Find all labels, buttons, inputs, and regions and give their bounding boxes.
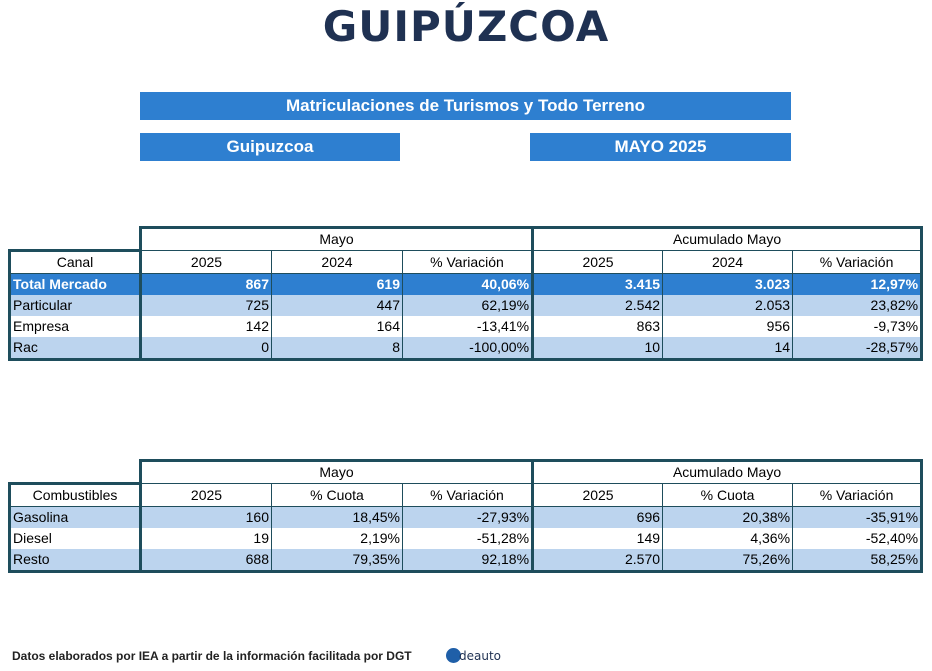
cell: 160 (140, 506, 272, 528)
cell: 12,97% (792, 273, 924, 295)
cell: 2.542 (532, 295, 664, 316)
col-header: 2025 (532, 250, 664, 274)
ideauto-logo: deauto (446, 645, 516, 667)
cell: -9,73% (792, 316, 924, 337)
cell: 0 (140, 337, 272, 361)
cell: -35,91% (792, 506, 924, 528)
cell: 142 (140, 316, 272, 337)
cell: 40,06% (402, 273, 535, 295)
cell: -13,41% (402, 316, 535, 337)
col-header: % Variación (792, 250, 924, 274)
table-row: Rac 0 8 -100,00% 10 14 -28,57% (8, 337, 924, 361)
cell: 20,38% (662, 506, 794, 528)
col-header: % Variación (401, 483, 535, 507)
cell: -100,00% (402, 337, 535, 361)
cell: 14 (662, 337, 794, 361)
cell: 447 (271, 295, 403, 316)
cell: -27,93% (402, 506, 535, 528)
row-label: Empresa (8, 316, 142, 337)
cell: 19 (140, 528, 272, 549)
col-header: 2025 (139, 250, 272, 274)
cell: 867 (140, 273, 272, 295)
col-header: % Variación (792, 483, 924, 507)
group-acumulado: Acumulado Mayo (531, 459, 924, 484)
cell: 956 (662, 316, 794, 337)
group-mayo: Mayo (138, 226, 535, 251)
cell: 2.053 (662, 295, 794, 316)
cell: 2.570 (532, 549, 664, 573)
table-row: Gasolina 160 18,45% -27,93% 696 20,38% -… (8, 506, 924, 528)
cell: 18,45% (271, 506, 403, 528)
row-label: Rac (8, 337, 142, 361)
cell: 3.023 (662, 273, 794, 295)
col-header: 2025 (532, 483, 664, 507)
col-header: % Cuota (271, 483, 403, 507)
cell: 79,35% (271, 549, 403, 573)
table-row: Diesel 19 2,19% -51,28% 149 4,36% -52,40… (8, 528, 924, 549)
region-banner: Guipuzcoa (140, 133, 400, 161)
cell: 92,18% (402, 549, 535, 573)
cell: 863 (532, 316, 664, 337)
cell: 10 (532, 337, 664, 361)
cell: -52,40% (792, 528, 924, 549)
cell: 688 (140, 549, 272, 573)
cell: 696 (532, 506, 664, 528)
row-label: Diesel (8, 528, 142, 549)
cell: 619 (271, 273, 403, 295)
group-acumulado: Acumulado Mayo (531, 226, 924, 251)
cell: 23,82% (792, 295, 924, 316)
col-header: 2025 (139, 483, 272, 507)
col-header: 2024 (662, 250, 794, 274)
col-header: % Variación (401, 250, 535, 274)
logo-mark-icon (446, 648, 461, 663)
col-header: 2024 (271, 250, 403, 274)
col-header: % Cuota (662, 483, 794, 507)
combustibles-table: Mayo Acumulado Mayo Combustibles 2025 % … (8, 459, 924, 573)
cell: 58,25% (792, 549, 924, 573)
cell: 75,26% (662, 549, 794, 573)
row-label: Particular (8, 295, 142, 316)
cell: 149 (532, 528, 664, 549)
cell: -51,28% (402, 528, 535, 549)
logo-text: deauto (459, 649, 502, 663)
table-row: Total Mercado 867 619 40,06% 3.415 3.023… (8, 273, 924, 295)
row-label: Total Mercado (8, 273, 142, 295)
row-label: Resto (8, 549, 142, 573)
col-header-canal: Canal (8, 249, 141, 274)
table-row: Empresa 142 164 -13,41% 863 956 -9,73% (8, 316, 924, 337)
cell: -28,57% (792, 337, 924, 361)
main-banner: Matriculaciones de Turismos y Todo Terre… (140, 92, 791, 120)
cell: 4,36% (662, 528, 794, 549)
period-banner: MAYO 2025 (530, 133, 791, 161)
cell: 62,19% (402, 295, 535, 316)
cell: 2,19% (271, 528, 403, 549)
cell: 725 (140, 295, 272, 316)
row-label: Gasolina (8, 506, 142, 528)
canal-table: Mayo Acumulado Mayo Canal 2025 2024 % Va… (8, 226, 924, 361)
table-row: Particular 725 447 62,19% 2.542 2.053 23… (8, 295, 924, 316)
col-header-combustibles: Combustibles (8, 482, 141, 507)
group-mayo: Mayo (138, 459, 535, 484)
table-row: Resto 688 79,35% 92,18% 2.570 75,26% 58,… (8, 549, 924, 573)
page-title: GUIPÚZCOA (322, 2, 610, 51)
cell: 164 (271, 316, 403, 337)
cell: 3.415 (532, 273, 664, 295)
cell: 8 (271, 337, 403, 361)
source-note: Datos elaborados por IEA a partir de la … (12, 649, 412, 663)
